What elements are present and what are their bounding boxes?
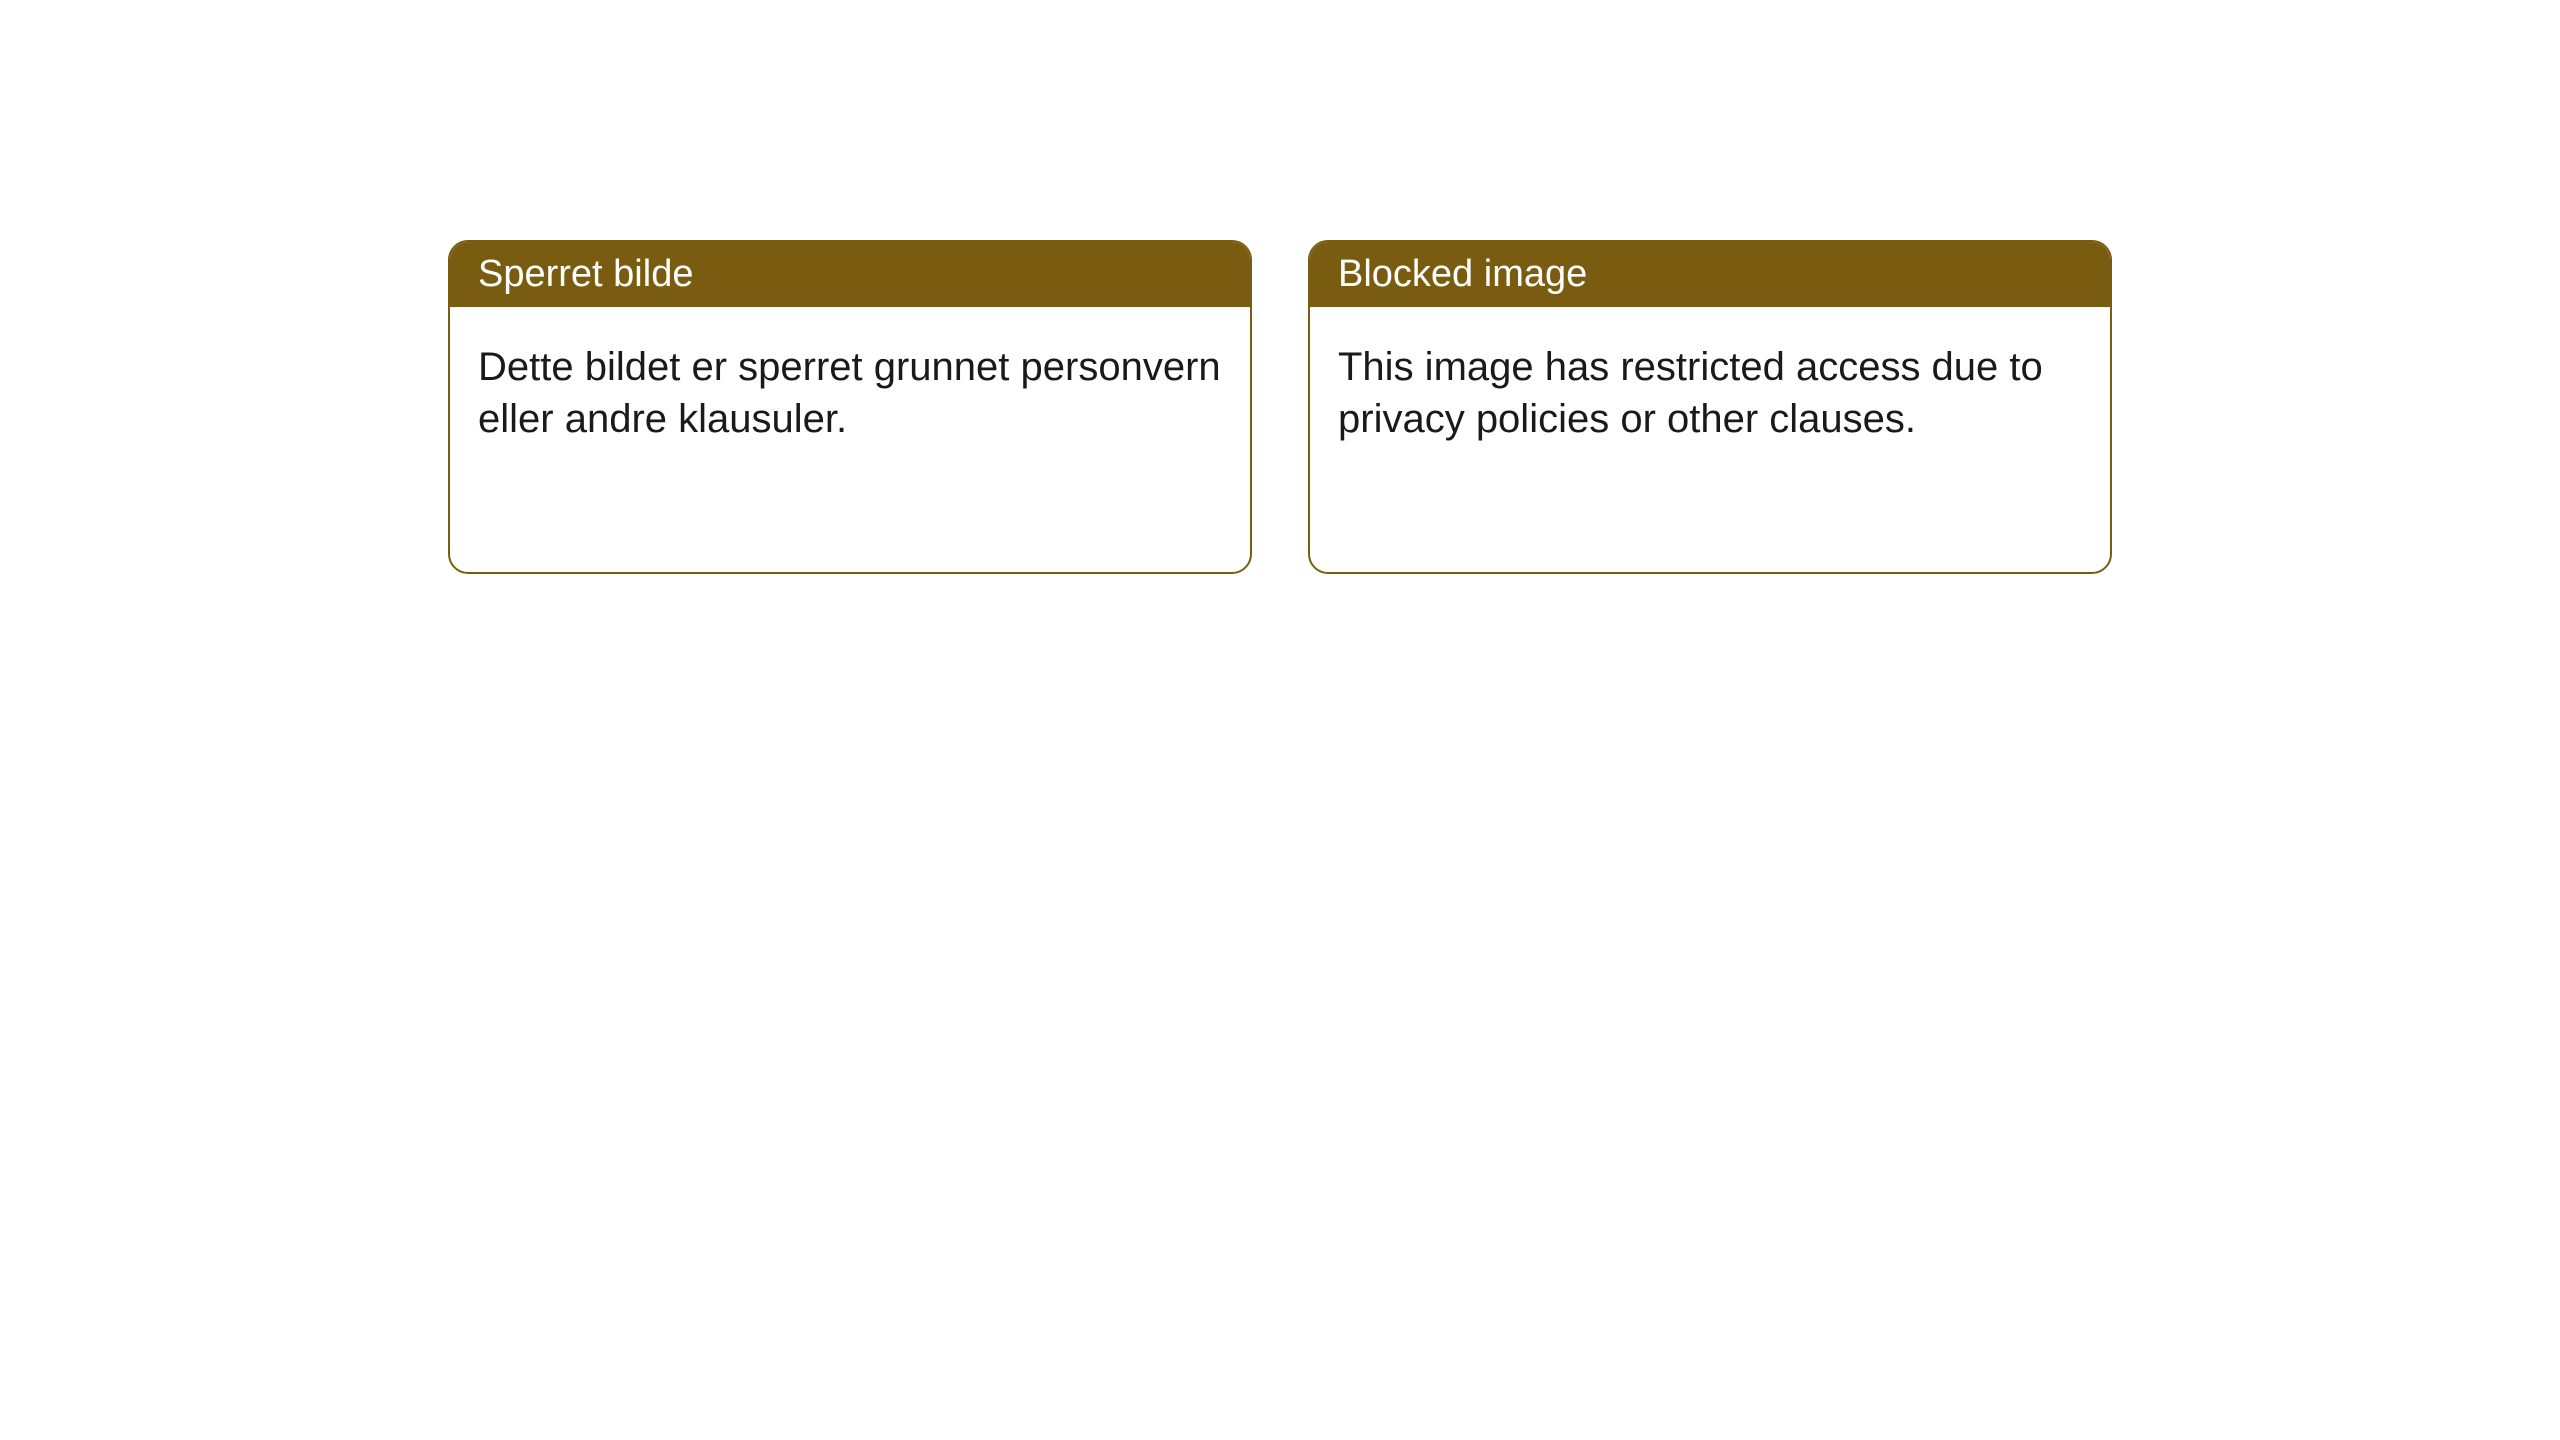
- card-title: Blocked image: [1338, 253, 1587, 295]
- notice-card-english: Blocked image This image has restricted …: [1308, 240, 2112, 574]
- notice-cards-container: Sperret bilde Dette bildet er sperret gr…: [0, 0, 2560, 574]
- card-body-text: Dette bildet er sperret grunnet personve…: [478, 345, 1221, 441]
- notice-card-norwegian: Sperret bilde Dette bildet er sperret gr…: [448, 240, 1252, 574]
- card-header: Sperret bilde: [450, 242, 1250, 307]
- card-body-text: This image has restricted access due to …: [1338, 345, 2043, 441]
- card-body: Dette bildet er sperret grunnet personve…: [450, 307, 1250, 473]
- card-body: This image has restricted access due to …: [1310, 307, 2110, 473]
- card-header: Blocked image: [1310, 242, 2110, 307]
- card-title: Sperret bilde: [478, 253, 693, 295]
